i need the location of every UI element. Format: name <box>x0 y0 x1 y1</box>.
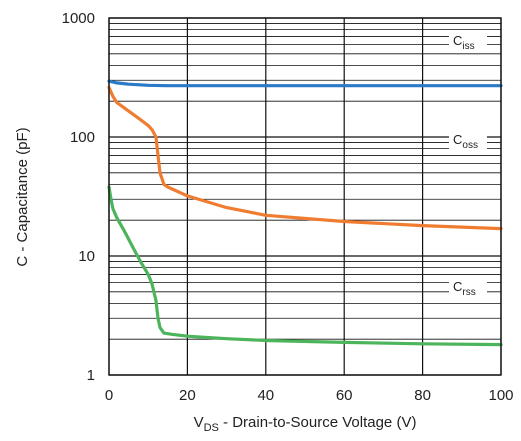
x-title-subscript: DS <box>204 422 219 434</box>
y-axis-title: C - Capacitance (pF) <box>14 127 31 266</box>
series-line-crss <box>107 185 503 347</box>
x-tick-label: 0 <box>105 387 113 404</box>
grid-lines <box>108 17 502 376</box>
series-label-text: Coss <box>453 132 478 151</box>
series-label-ciss: Ciss <box>449 31 487 52</box>
x-tick-label: 20 <box>179 387 196 404</box>
series-labels: Ciss Coss Crss <box>449 31 487 298</box>
label-background <box>449 277 487 297</box>
y-tick-label: 1 <box>87 367 95 384</box>
label-background <box>449 130 487 150</box>
series-line-coss <box>107 85 503 231</box>
series-label-text: Crss <box>453 279 476 298</box>
y-tick-label: 1000 <box>62 10 95 27</box>
x-axis-title: VDS - Drain-to-Source Voltage (V) <box>194 414 417 434</box>
x-tick-label: 40 <box>257 387 274 404</box>
series-label-crss: Crss <box>449 277 487 298</box>
y-tick-label: 100 <box>70 129 95 146</box>
x-tick-labels: 0 20 40 60 80 100 <box>105 387 514 404</box>
y-tick-label: 10 <box>78 248 95 265</box>
series-layer <box>107 79 503 347</box>
x-tick-label: 80 <box>414 387 431 404</box>
x-title-rest: - Drain-to-Source Voltage (V) <box>219 414 417 431</box>
series-label-coss: Coss <box>449 130 487 151</box>
x-tick-label: 100 <box>488 387 513 404</box>
y-tick-labels: 1 10 100 1000 <box>62 10 95 384</box>
label-background <box>449 31 487 51</box>
plot-frame <box>108 17 502 376</box>
x-tick-label: 60 <box>336 387 353 404</box>
x-title-main: V <box>194 414 204 431</box>
series-label-text: Ciss <box>453 33 475 52</box>
series-line-ciss <box>107 79 503 88</box>
